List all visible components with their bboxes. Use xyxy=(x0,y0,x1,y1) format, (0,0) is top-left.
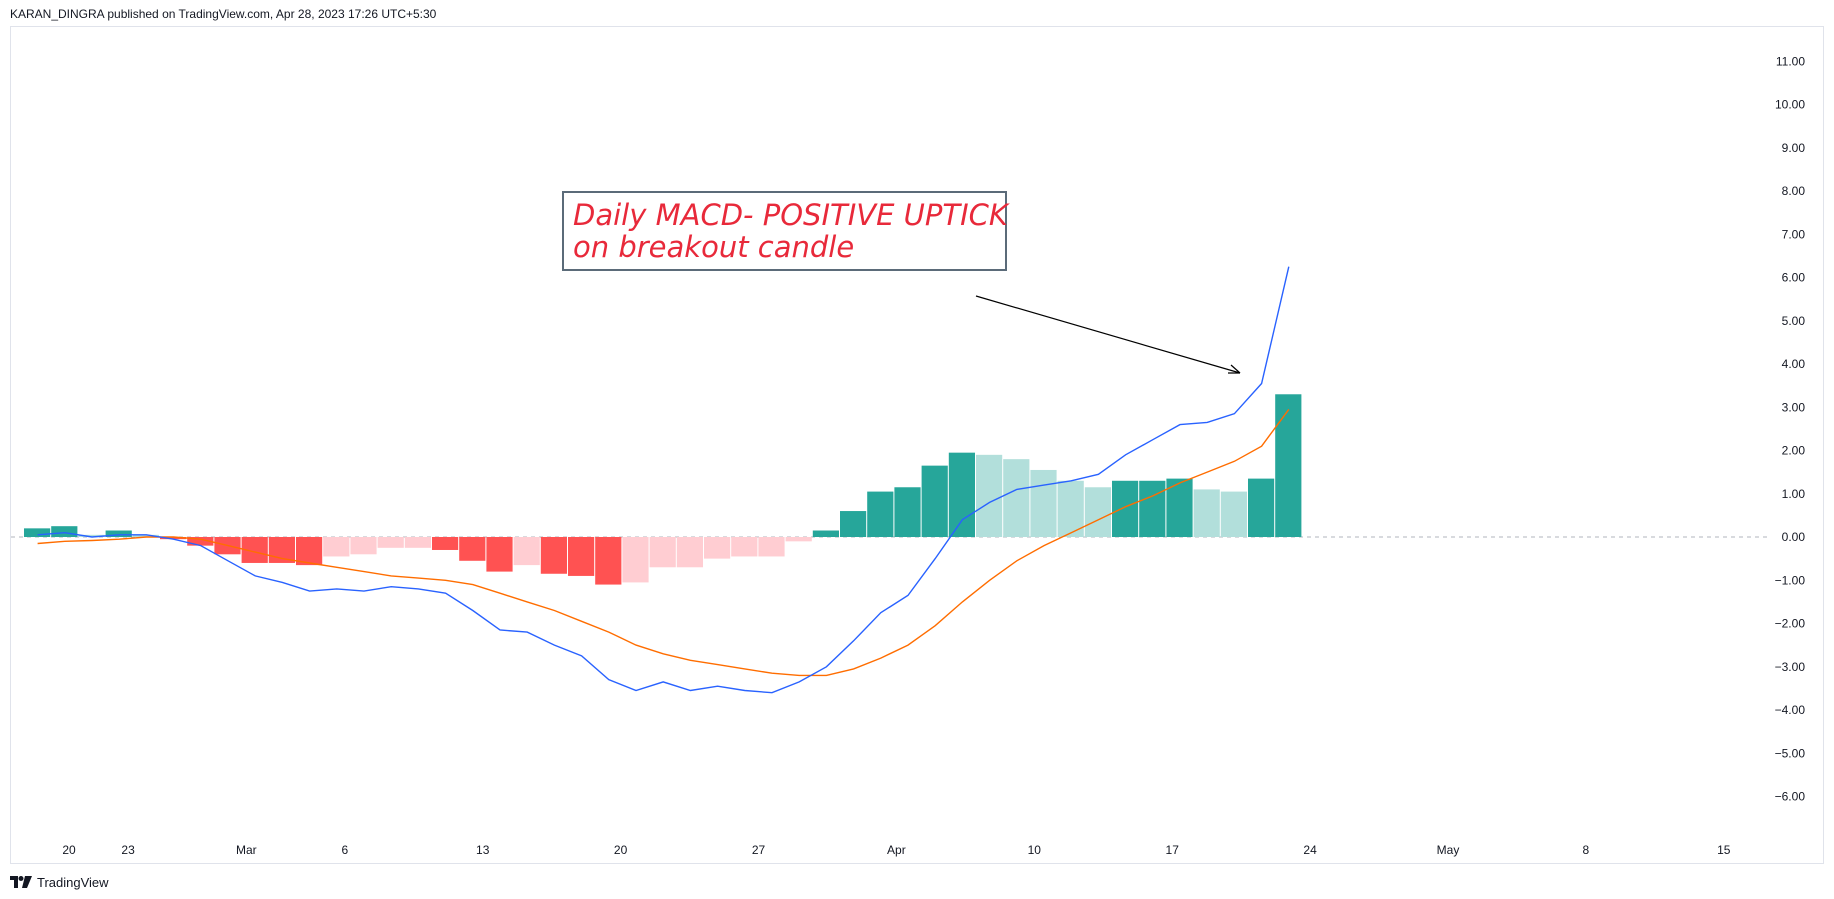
histogram-bar[interactable] xyxy=(323,537,350,557)
y-tick-label: −6.00 xyxy=(1775,790,1806,804)
histogram-bar[interactable] xyxy=(1084,487,1111,537)
histogram-bar[interactable] xyxy=(676,537,703,568)
histogram-bar[interactable] xyxy=(24,528,51,537)
histogram-bar[interactable] xyxy=(486,537,513,572)
arrow-head-icon xyxy=(1228,364,1241,374)
publisher-header: KARAN_DINGRA published on TradingView.co… xyxy=(10,7,437,21)
y-tick-label: −4.00 xyxy=(1775,703,1806,717)
y-tick-label: 11.00 xyxy=(1776,54,1805,68)
annotation-line-1: Daily MACD- POSITIVE UPTICK xyxy=(573,198,1010,232)
x-tick-label: Apr xyxy=(887,843,906,857)
histogram-bar[interactable] xyxy=(1248,478,1275,537)
y-tick-label: 10.00 xyxy=(1775,98,1805,112)
macd-chart[interactable]: 11.00 10.00 9.00 8.00 7.00 6.00 5.00 4.00 3.00 2.… xyxy=(11,27,1823,863)
x-tick-label: 8 xyxy=(1583,843,1590,857)
x-tick-label: 6 xyxy=(341,843,348,857)
annotation-box[interactable] xyxy=(562,191,1007,271)
y-tick-label: 5.00 xyxy=(1782,314,1806,328)
histogram-bar[interactable] xyxy=(812,530,839,537)
histogram-bar[interactable] xyxy=(758,537,785,557)
macd-line[interactable] xyxy=(37,266,1290,694)
histogram-bar[interactable] xyxy=(1003,459,1030,537)
histogram-bar[interactable] xyxy=(731,537,758,557)
histogram-bar[interactable] xyxy=(132,534,159,537)
histogram-bar[interactable] xyxy=(540,537,567,574)
y-tick-label: 8.00 xyxy=(1782,184,1806,198)
histogram-bar[interactable] xyxy=(1166,478,1193,537)
y-tick-label: −2.00 xyxy=(1775,617,1806,631)
histogram-bar[interactable] xyxy=(459,537,486,561)
y-tick-label: −1.00 xyxy=(1775,573,1806,587)
y-tick-label: 7.00 xyxy=(1782,227,1806,241)
histogram-bar[interactable] xyxy=(350,537,377,555)
histogram-bar[interactable] xyxy=(704,537,731,559)
y-tick-label: 1.00 xyxy=(1782,487,1806,501)
histogram-bar[interactable] xyxy=(187,537,214,546)
chart-pane[interactable]: 11.00 10.00 9.00 8.00 7.00 6.00 5.00 4.00 3.00 2.… xyxy=(10,26,1824,864)
histogram-bar[interactable] xyxy=(840,511,867,537)
histogram-bar[interactable] xyxy=(105,530,132,537)
histogram-bar[interactable] xyxy=(78,534,105,537)
tradingview-brand-label[interactable]: TradingView xyxy=(37,874,109,890)
y-tick-label: 2.00 xyxy=(1782,444,1806,458)
histogram-bar[interactable] xyxy=(1057,480,1084,537)
y-tick-label: 0.00 xyxy=(1782,530,1806,544)
histogram-bar[interactable] xyxy=(51,526,78,537)
histogram-bar[interactable] xyxy=(1030,469,1057,537)
signal-line[interactable] xyxy=(37,408,1290,677)
histogram-bar[interactable] xyxy=(867,491,894,537)
x-tick-label: 17 xyxy=(1166,843,1180,857)
x-tick-label: 20 xyxy=(62,843,76,857)
x-tick-label: 15 xyxy=(1717,843,1731,857)
y-tick-label: 9.00 xyxy=(1782,141,1806,155)
histogram-bar[interactable] xyxy=(1112,480,1139,537)
histogram-bar[interactable] xyxy=(1275,394,1302,537)
y-tick-label: −5.00 xyxy=(1775,746,1806,760)
x-tick-label: 23 xyxy=(121,843,135,857)
histogram-bar[interactable] xyxy=(1193,489,1220,537)
x-tick-label: 13 xyxy=(476,843,490,857)
x-tick-label: May xyxy=(1437,843,1460,857)
footer: TradingView xyxy=(10,873,109,891)
histogram-bar[interactable] xyxy=(568,537,595,576)
histogram-bar[interactable] xyxy=(1220,491,1247,537)
histogram-bar[interactable] xyxy=(948,452,975,537)
y-tick-label: 3.00 xyxy=(1782,400,1806,414)
histogram-bar[interactable] xyxy=(513,537,540,566)
x-tick-label: 10 xyxy=(1028,843,1042,857)
histogram-bar[interactable] xyxy=(894,487,921,537)
histogram-bar[interactable] xyxy=(622,537,649,583)
histogram-bar[interactable] xyxy=(1139,480,1166,537)
annotation-arrow[interactable] xyxy=(975,295,1241,374)
x-tick-label: 24 xyxy=(1303,843,1317,857)
histogram-bar[interactable] xyxy=(921,465,948,537)
x-tick-label: 27 xyxy=(752,843,766,857)
histogram-bar[interactable] xyxy=(404,537,431,548)
histogram-bar[interactable] xyxy=(649,537,676,568)
histogram-bar[interactable] xyxy=(432,537,459,550)
tradingview-logo-icon[interactable] xyxy=(10,876,32,888)
y-tick-label: 6.00 xyxy=(1782,271,1806,285)
x-tick-label: 20 xyxy=(614,843,628,857)
x-tick-label: Mar xyxy=(236,843,257,857)
histogram-bar[interactable] xyxy=(976,454,1003,537)
histogram-bar[interactable] xyxy=(296,537,323,566)
annotation[interactable]: Daily MACD- POSITIVE UPTICK on breakout … xyxy=(562,191,1241,374)
histogram-bar[interactable] xyxy=(595,537,622,585)
y-tick-label: 4.00 xyxy=(1782,357,1806,371)
histogram-bar[interactable] xyxy=(160,537,187,540)
y-tick-label: −3.00 xyxy=(1775,660,1806,674)
histogram-bar[interactable] xyxy=(785,537,812,542)
histogram-bar[interactable] xyxy=(377,537,404,548)
annotation-line-2: on breakout candle xyxy=(573,230,854,264)
